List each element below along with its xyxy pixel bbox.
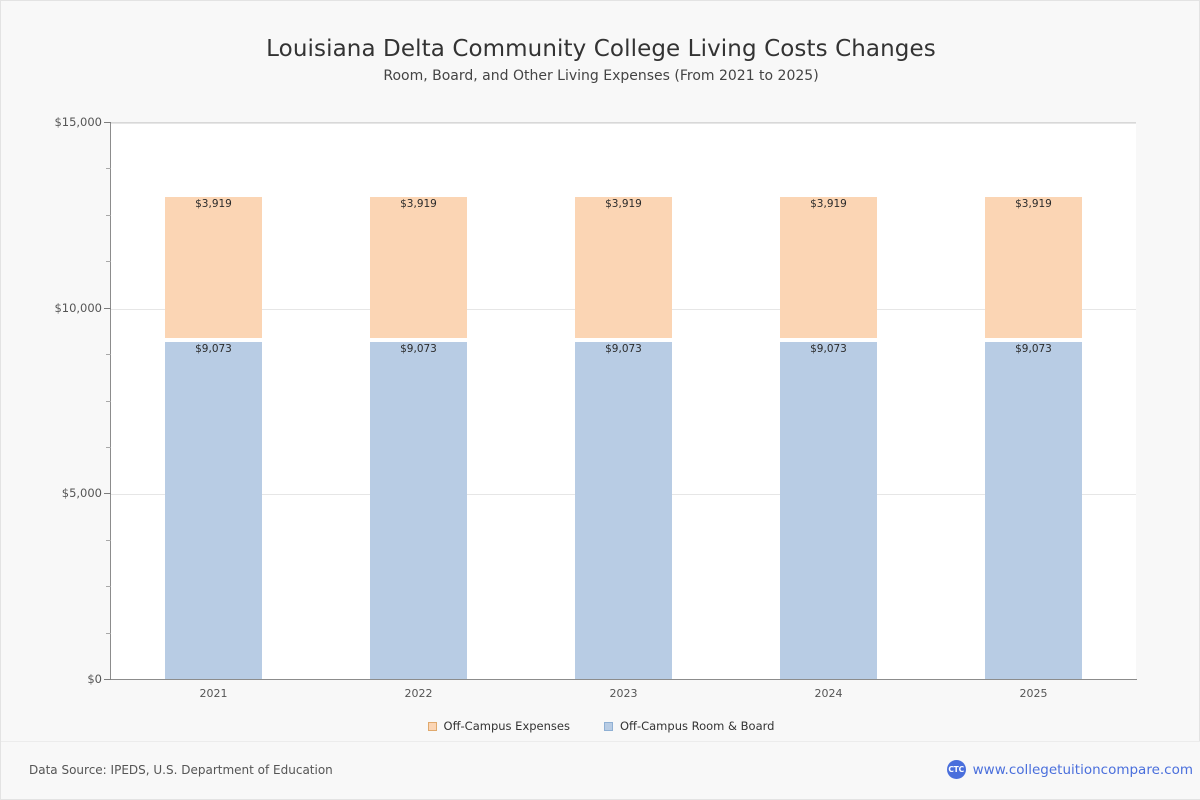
y-tick-minor bbox=[106, 261, 111, 262]
y-tick-minor bbox=[106, 586, 111, 587]
y-tick-major bbox=[104, 122, 111, 123]
bar-segment-room-board[interactable] bbox=[370, 342, 467, 679]
legend-swatch-icon bbox=[604, 722, 613, 731]
ctc-logo-icon: CTC bbox=[947, 760, 966, 779]
legend-label: Off-Campus Room & Board bbox=[620, 719, 774, 733]
y-axis-tick-label: $10,000 bbox=[54, 301, 102, 315]
site-url-link[interactable]: www.collegetuitioncompare.com bbox=[973, 762, 1193, 778]
bar-segment-expenses[interactable] bbox=[575, 197, 672, 339]
legend-item[interactable]: Off-Campus Expenses bbox=[428, 719, 570, 733]
chart-legend: Off-Campus Expenses Off-Campus Room & Boa… bbox=[1, 719, 1200, 733]
x-axis-tick-label: 2023 bbox=[521, 687, 726, 700]
bar-value-label-room-board: $9,073 bbox=[780, 343, 877, 355]
bar-segment-room-board[interactable] bbox=[575, 342, 672, 679]
x-axis-tick-label: 2025 bbox=[931, 687, 1136, 700]
y-tick-major bbox=[104, 308, 111, 309]
bar-value-label-expenses: $3,919 bbox=[985, 198, 1082, 210]
bar-segment-room-board[interactable] bbox=[165, 342, 262, 679]
y-tick-minor bbox=[106, 215, 111, 216]
y-tick-minor bbox=[106, 168, 111, 169]
x-axis-tick-label: 2024 bbox=[726, 687, 931, 700]
site-credit[interactable]: CTC www.collegetuitioncompare.com bbox=[947, 760, 1193, 779]
footer: Data Source: IPEDS, U.S. Department of E… bbox=[1, 741, 1200, 799]
x-axis-tick-label: 2021 bbox=[111, 687, 316, 700]
x-axis-line bbox=[110, 679, 1137, 680]
y-axis-tick-label: $0 bbox=[87, 672, 102, 686]
data-source-note: Data Source: IPEDS, U.S. Department of E… bbox=[29, 763, 333, 777]
bar-value-label-expenses: $3,919 bbox=[575, 198, 672, 210]
bar-value-label-room-board: $9,073 bbox=[985, 343, 1082, 355]
bar-segment-room-board[interactable] bbox=[985, 342, 1082, 679]
y-tick-major bbox=[104, 679, 111, 680]
bar-group[interactable]: $9,073 $3,919 bbox=[985, 122, 1082, 679]
bar-group[interactable]: $9,073 $3,919 bbox=[780, 122, 877, 679]
chart-page: { "chart_data": { "type": "bar", "subtyp… bbox=[0, 0, 1200, 800]
bar-segment-expenses[interactable] bbox=[780, 197, 877, 339]
y-tick-minor bbox=[106, 540, 111, 541]
bar-group[interactable]: $9,073 $3,919 bbox=[370, 122, 467, 679]
bar-value-label-room-board: $9,073 bbox=[165, 343, 262, 355]
y-tick-minor bbox=[106, 447, 111, 448]
y-tick-minor bbox=[106, 633, 111, 634]
bar-value-label-room-board: $9,073 bbox=[370, 343, 467, 355]
x-axis-tick-label: 2022 bbox=[316, 687, 521, 700]
y-tick-minor bbox=[106, 354, 111, 355]
bar-value-label-expenses: $3,919 bbox=[780, 198, 877, 210]
y-axis-tick-label: $5,000 bbox=[62, 486, 102, 500]
bar-group[interactable]: $9,073 $3,919 bbox=[165, 122, 262, 679]
y-tick-major bbox=[104, 493, 111, 494]
bar-segment-expenses[interactable] bbox=[985, 197, 1082, 339]
bar-value-label-expenses: $3,919 bbox=[370, 198, 467, 210]
legend-swatch-icon bbox=[428, 722, 437, 731]
bar-value-label-room-board: $9,073 bbox=[575, 343, 672, 355]
bar-group[interactable]: $9,073 $3,919 bbox=[575, 122, 672, 679]
bar-value-label-expenses: $3,919 bbox=[165, 198, 262, 210]
legend-label: Off-Campus Expenses bbox=[444, 719, 570, 733]
chart-title: Louisiana Delta Community College Living… bbox=[1, 36, 1200, 62]
y-tick-minor bbox=[106, 401, 111, 402]
bar-segment-expenses[interactable] bbox=[370, 197, 467, 339]
y-axis-tick-label: $15,000 bbox=[54, 115, 102, 129]
bar-segment-room-board[interactable] bbox=[780, 342, 877, 679]
legend-item[interactable]: Off-Campus Room & Board bbox=[604, 719, 774, 733]
bar-segment-expenses[interactable] bbox=[165, 197, 262, 339]
chart-subtitle: Room, Board, and Other Living Expenses (… bbox=[1, 68, 1200, 84]
